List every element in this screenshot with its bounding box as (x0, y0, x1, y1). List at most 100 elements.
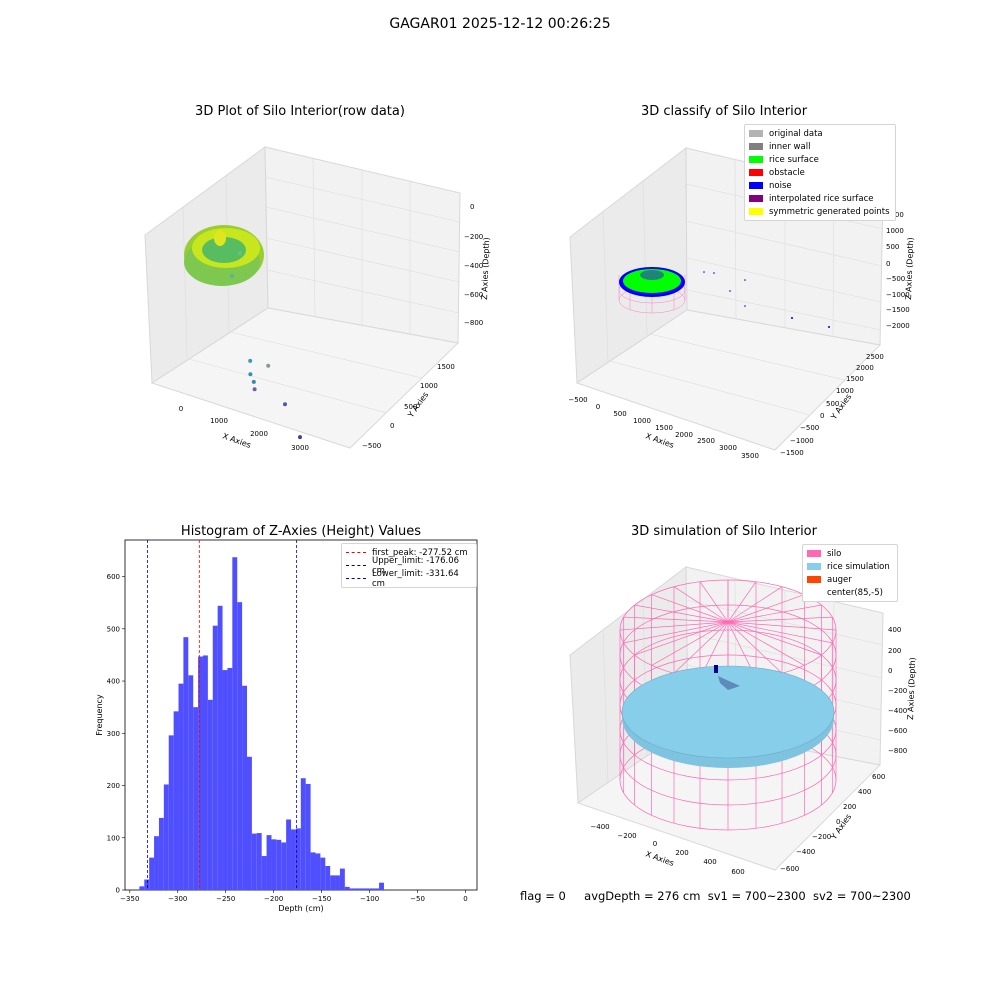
histogram-y-tick-label: 300 (107, 730, 120, 738)
legend-label: obstacle (769, 167, 805, 178)
histogram-bar (374, 888, 380, 890)
panel1-z-label: Z Axies (Depth) (480, 237, 491, 300)
legend-swatch-rice-simulation (807, 563, 821, 570)
footer-avg-depth: avgDepth = 276 cm (584, 889, 701, 903)
panel1-outlier-point (251, 379, 256, 384)
panel1-cloud-inner (202, 237, 246, 263)
panel1-3d-axes: 0 1000 2000 3000 −500 0 500 1000 1500 0 … (144, 146, 491, 452)
panel4-z-tick: −600 (888, 727, 907, 735)
panel2-z-tick: 0 (886, 260, 890, 268)
legend-line-upper-limit (346, 565, 366, 566)
panel4-x-tick: −400 (590, 823, 609, 831)
page-title: GAGAR01 2025-12-12 00:26:25 (389, 16, 611, 32)
panel4-x-tick: 200 (675, 849, 688, 857)
panel1-cloud-peak (214, 230, 226, 246)
panel4-z-tick: 400 (888, 626, 901, 634)
panel2-z-tick: 500 (886, 243, 899, 251)
histogram-bar (310, 852, 316, 890)
histogram-bar (281, 842, 287, 890)
legend-label: Upper_limit: -176.06 cm (372, 555, 460, 576)
panel1-outlier-point (298, 435, 302, 440)
legend-item-auger: auger (807, 573, 893, 586)
legend-swatch-interpolated (749, 195, 763, 202)
histogram-y-tick-label: 600 (107, 573, 120, 581)
panel1-y-tick: 1500 (437, 363, 455, 371)
histogram-legend: first_peak: -277.52 cm Upper_limit: -176… (341, 543, 477, 589)
silo-roof-spoke (727, 616, 833, 623)
histogram-title: Histogram of Z-Axies (Height) Values (180, 524, 422, 539)
panel1-y-tick: 0 (390, 422, 394, 430)
panel2-y-tick: −1500 (780, 449, 804, 457)
panel2-x-tick: 1000 (633, 417, 651, 425)
histogram-bar (271, 839, 277, 890)
histogram-y-tick-label: 400 (107, 678, 120, 686)
panel2-z-tick: 1000 (886, 227, 904, 235)
silo-roof-spoke (673, 586, 729, 623)
silo-roof-spoke (727, 581, 757, 623)
histogram-bar (154, 836, 159, 890)
panel4-z-label: Z Axies (Depth) (906, 657, 917, 720)
legend-item-lower-limit: Lower_limit: -331.64 cm (346, 569, 472, 589)
silo-roof-spoke (673, 621, 729, 674)
histogram-y-label: Frequency (95, 694, 104, 736)
status-footer: flag = 0 avgDepth = 276 cm sv1 = 700~230… (520, 889, 911, 903)
histogram-bar (217, 605, 223, 890)
panel2-x-tick: 500 (613, 410, 626, 418)
panel2-x-tick: 2500 (697, 437, 715, 445)
histogram-x-tick-label: 0 (463, 895, 467, 903)
legend-label: inner wall (769, 141, 811, 152)
panel2-title: 3D classify of Silo Interior (640, 104, 808, 119)
histogram-bar (291, 829, 296, 890)
panel2-x-tick: −500 (568, 396, 587, 404)
legend-swatch-symmetric (749, 208, 763, 215)
panel4-y-tick: 400 (858, 788, 871, 796)
legend-swatch-original-data (749, 130, 763, 137)
silo-roof-spoke (651, 594, 729, 623)
legend-label: original data (769, 128, 823, 139)
silo-roof-spoke (727, 621, 783, 674)
panel4-legend: silo rice simulation auger center(85,-5) (802, 544, 898, 602)
legend-swatch-center (807, 589, 821, 596)
histogram-bars (139, 557, 384, 890)
histogram-bar (325, 865, 331, 890)
panel1-title: 3D Plot of Silo Interior(row data) (195, 104, 405, 119)
panel2-rice-surface (623, 269, 681, 293)
legend-item-symmetric: symmetric generated points (749, 205, 891, 218)
panel4-y-tick: −200 (812, 833, 831, 841)
panel1-outlier-points (230, 251, 302, 440)
panel1-rice-point-cloud (184, 225, 264, 286)
panel2-x-tick: 1500 (655, 424, 673, 432)
legend-item-original-data: original data (749, 127, 891, 140)
histogram-bar (330, 875, 336, 890)
legend-swatch-obstacle (749, 169, 763, 176)
panel1-outlier-point (266, 363, 271, 368)
legend-label: rice simulation (827, 561, 890, 572)
panel1-z-tick: −800 (464, 319, 483, 327)
footer-sv2: sv2 = 700~2300 (812, 889, 911, 903)
histogram-bar (344, 886, 350, 890)
legend-item-center: center(85,-5) (807, 586, 893, 599)
panel2-y-tick: 2500 (866, 353, 884, 361)
panel2-y-tick: −500 (800, 424, 819, 432)
histogram-y-ticks: 0 100 200 300 400 500 600 (107, 573, 125, 895)
histogram-bar (251, 833, 257, 890)
silo-roof-spoke (727, 586, 783, 623)
silo-roof-spoke (727, 621, 833, 644)
histogram-axes: −350 −300 −250 −200 −150 −100 −50 0 0 100 200 300 4… (95, 539, 478, 913)
histogram-bar (364, 888, 370, 890)
histogram-bar (335, 875, 340, 890)
histogram-bar (144, 879, 150, 890)
legend-label: silo (827, 548, 842, 559)
legend-item-obstacle: obstacle (749, 166, 891, 179)
silo-roof-spoke (634, 604, 729, 623)
panel4-rice-simulation-top (622, 666, 834, 758)
silo-roof-spoke (727, 604, 822, 623)
histogram-y-tick-label: 100 (107, 834, 120, 842)
panel4-z-tick: 200 (888, 647, 901, 655)
legend-label: interpolated rice surface (769, 193, 874, 204)
panel2-noise-points (703, 271, 830, 328)
histogram-y-tick-label: 500 (107, 625, 120, 633)
panel4-z-tick: 0 (888, 667, 892, 675)
panel2-z-tick: −1000 (886, 291, 910, 299)
